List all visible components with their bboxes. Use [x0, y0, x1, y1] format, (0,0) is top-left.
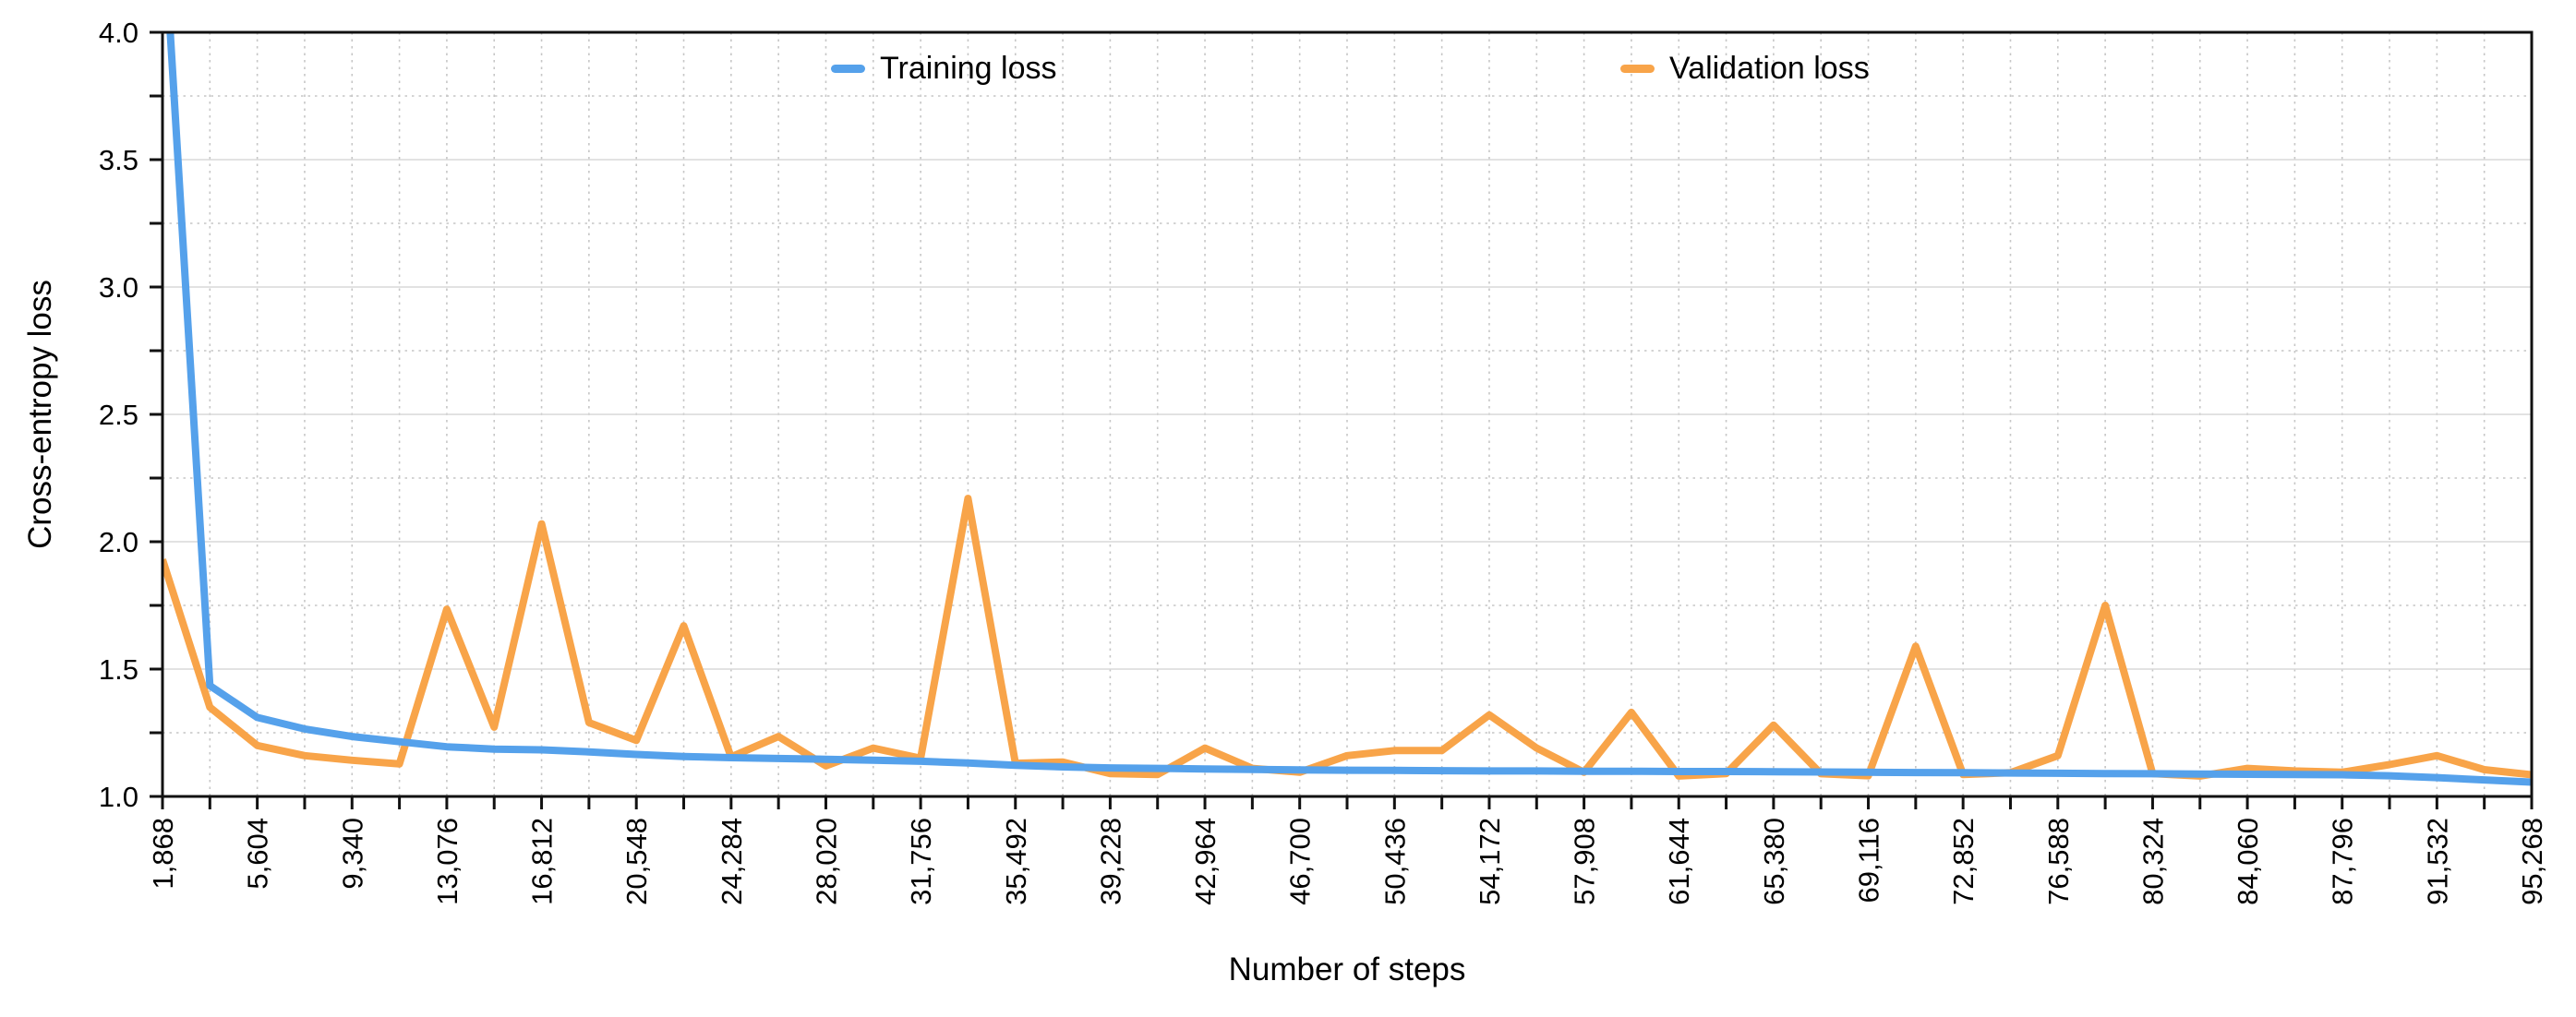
- x-tick-label: 50,436: [1378, 818, 1411, 905]
- x-tick-label: 20,548: [620, 818, 653, 905]
- x-tick-label: 16,812: [526, 818, 559, 905]
- x-tick-label: 5,604: [242, 818, 274, 890]
- x-tick-label: 24,284: [716, 818, 748, 905]
- x-tick-label: 54,172: [1474, 818, 1506, 905]
- x-tick-label: 57,908: [1569, 818, 1601, 905]
- major-gridlines: [163, 159, 2532, 670]
- x-tick-label: 1,868: [147, 818, 179, 890]
- x-tick-label: 65,380: [1758, 818, 1790, 905]
- y-tick-labels: 1.0 1.5 2.0 2.5 3.0 3.5 4.0: [99, 17, 138, 813]
- y-tick-label: 3.0: [99, 271, 138, 304]
- x-tick-labels: 1,868 5,604 9,340 13,076 16,812 20,548 24,284 2…: [147, 818, 2548, 905]
- y-tick-label: 1.0: [99, 781, 138, 813]
- y-tick-label: 3.5: [99, 144, 138, 176]
- y-tick-label: 2.5: [99, 399, 138, 431]
- x-tick-label: 46,700: [1284, 818, 1317, 905]
- x-tick-label: 39,228: [1094, 818, 1126, 905]
- x-tick-label: 76,588: [2042, 818, 2075, 905]
- y-tick-label: 4.0: [99, 17, 138, 49]
- x-tick-label: 80,324: [2137, 818, 2169, 905]
- x-axis-title: Number of steps: [1229, 951, 1466, 987]
- x-tick-label: 87,796: [2327, 818, 2359, 905]
- x-tick-label: 69,116: [1853, 818, 1885, 903]
- x-tick-label: 91,532: [2421, 818, 2453, 905]
- x-tick-label: 84,060: [2232, 818, 2264, 905]
- x-tick-label: 61,644: [1663, 818, 1695, 905]
- x-tick-label: 95,268: [2516, 818, 2548, 905]
- axis-ticks: [150, 30, 2534, 809]
- x-tick-label: 31,756: [905, 818, 937, 905]
- x-tick-label: 28,020: [810, 818, 842, 905]
- validation-loss-line: [163, 495, 2532, 780]
- x-tick-label: 42,964: [1189, 818, 1222, 905]
- x-tick-label: 9,340: [336, 818, 368, 890]
- training-loss-line: [166, 32, 2532, 786]
- x-tick-label: 13,076: [431, 818, 463, 905]
- x-tick-label: 72,852: [1947, 818, 1980, 905]
- x-tick-label: 35,492: [1000, 818, 1032, 905]
- y-tick-label: 1.5: [99, 653, 138, 686]
- y-axis-title: Cross-entropy loss: [22, 280, 58, 549]
- y-tick-label: 2.0: [99, 526, 138, 558]
